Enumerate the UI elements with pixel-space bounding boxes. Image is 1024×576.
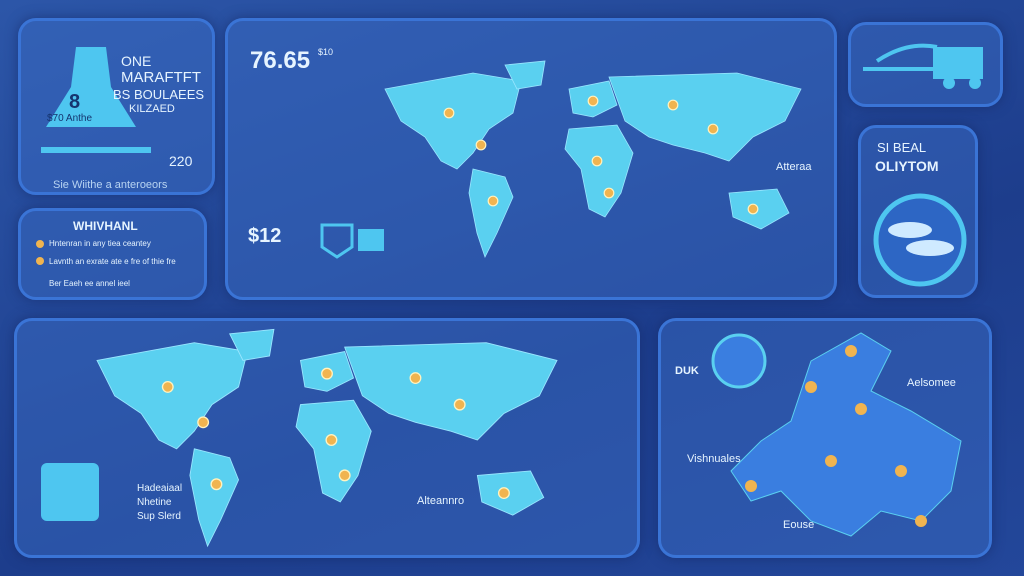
side-panel: SI BEAL OLIYTOM <box>858 125 978 298</box>
side-title: OLIYTOM <box>875 158 939 174</box>
rocket-label: $70 Anthe <box>47 113 93 124</box>
globe-icon <box>873 193 967 287</box>
region-label: Vishnuales <box>687 453 741 465</box>
stat-tag: $10 <box>318 47 334 57</box>
heading: ONE <box>121 53 152 69</box>
world-map-panel: 76.65 $10 $12 Atteraa <box>225 18 837 300</box>
region-label: Eouse <box>783 519 815 531</box>
rocket-icon <box>41 47 151 153</box>
caption: Sie Wiithe a anteroeors <box>53 179 168 191</box>
list-panel: WHIVHANL Hntenran in any tiea ceantey La… <box>18 208 207 300</box>
region-label: Aelsomee <box>907 377 956 389</box>
callout: Atteraa <box>776 161 812 173</box>
list-item: Lavnth an exrate ate e fre of thie fre <box>49 257 176 266</box>
list-item: Ber Eaeh ee annel ieel <box>49 279 130 288</box>
summary-panel: 8 $70 Anthe ONE MARAFTFT BS BOULAEES KIL… <box>18 18 215 195</box>
region-label: DUK <box>675 365 699 377</box>
list-item: Hntenran in any tiea ceantey <box>49 239 151 248</box>
value: 220 <box>169 153 193 169</box>
rocket-badge: 8 <box>69 91 81 113</box>
world-map <box>384 60 802 258</box>
europe-map-panel: DUK Aelsomee Vishnuales Eouse <box>658 318 992 558</box>
list-title: WHIVHANL <box>73 219 138 233</box>
badge-text: Hadeaiaal <box>137 483 183 494</box>
world-map <box>96 328 558 547</box>
badge-icon <box>320 223 384 259</box>
bullets <box>36 240 44 265</box>
side-title: SI BEAL <box>877 140 927 155</box>
truck-panel <box>848 22 1003 107</box>
heading: BS BOULAEES <box>113 87 205 102</box>
stat: 76.65 <box>250 47 311 74</box>
heading: KILZAED <box>129 103 175 115</box>
callout: Alteannro <box>417 495 465 507</box>
badge-text: Nhetine <box>137 497 172 508</box>
price: $12 <box>248 225 282 247</box>
app-badge <box>41 463 99 521</box>
europe-map <box>711 332 962 537</box>
heading: MARAFTFT <box>121 69 201 86</box>
badge-text: Sup Slerd <box>137 511 181 522</box>
world-map-panel: Hadeaiaal Nhetine Sup Slerd Alteannro <box>14 318 640 558</box>
truck-icon <box>863 43 983 89</box>
